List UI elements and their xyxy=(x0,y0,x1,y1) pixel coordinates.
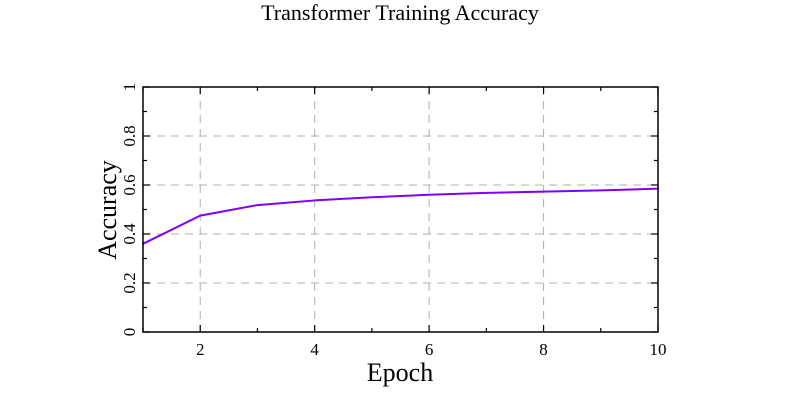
series-layer xyxy=(142,187,659,245)
y-tick-label: 0.8 xyxy=(120,125,139,146)
accuracy-series-line xyxy=(142,187,659,245)
plot-frame xyxy=(142,86,659,333)
x-tick-label: 2 xyxy=(196,340,205,359)
y-tick-labels: 0 0.2 0.4 0.6 0.8 1 xyxy=(120,83,139,337)
y-tick-label: 0.2 xyxy=(120,272,139,293)
x-tick-label: 10 xyxy=(650,340,667,359)
x-tick-label: 8 xyxy=(539,340,548,359)
y-tick-label: 1 xyxy=(120,83,139,92)
x-axis-label: Epoch xyxy=(367,358,433,387)
x-tick-label: 4 xyxy=(310,340,319,359)
y-tick-label: 0.4 xyxy=(120,223,139,245)
chart-title: Transformer Training Accuracy xyxy=(261,0,539,25)
x-tick-labels: 2 4 6 8 10 xyxy=(196,340,667,359)
y-tick-label: 0 xyxy=(120,328,139,337)
grid xyxy=(143,87,658,332)
x-tick-label: 6 xyxy=(425,340,434,359)
y-axis-label: Accuracy xyxy=(93,160,122,260)
axis-ticks xyxy=(142,86,659,333)
y-tick-label: 0.6 xyxy=(120,174,139,195)
